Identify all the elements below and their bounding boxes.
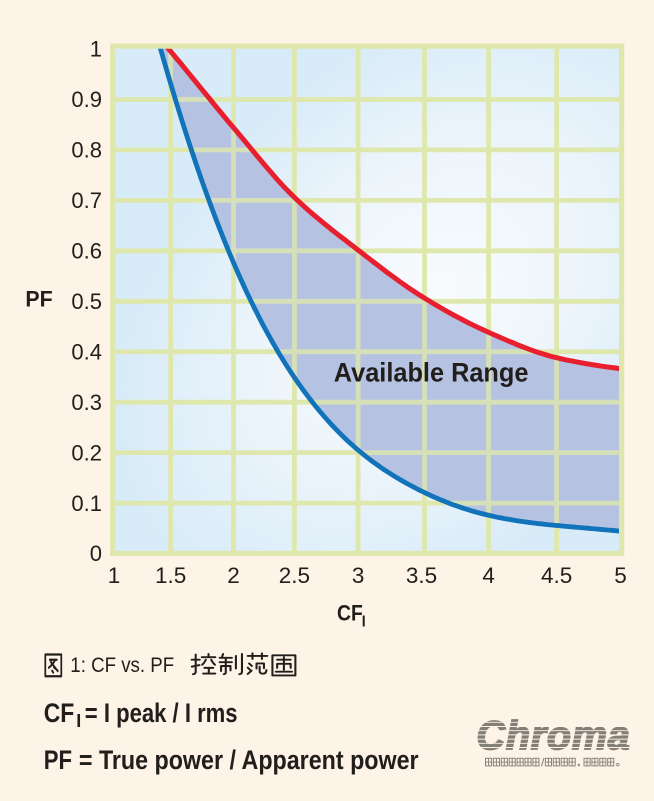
svg-text:0.8: 0.8 (71, 138, 102, 163)
svg-text:0.7: 0.7 (71, 188, 102, 213)
svg-text:1.5: 1.5 (155, 563, 186, 588)
svg-text:1: 1 (108, 563, 121, 588)
svg-text:= True power / Apparent power: = True power / Apparent power (79, 745, 419, 775)
svg-text:1: 1 (90, 37, 102, 62)
svg-text:CF: CF (337, 602, 363, 626)
svg-text:= I peak / I rms: = I peak / I rms (85, 699, 238, 729)
svg-text:0.1: 0.1 (71, 491, 102, 516)
svg-text:0.4: 0.4 (71, 339, 102, 364)
svg-text:0.9: 0.9 (71, 87, 102, 112)
svg-text:I: I (76, 711, 81, 731)
svg-text:3: 3 (352, 563, 365, 588)
svg-text:3.5: 3.5 (406, 563, 437, 588)
svg-text:0: 0 (90, 541, 102, 566)
svg-text:0.6: 0.6 (71, 239, 102, 264)
svg-text:CF: CF (44, 698, 75, 728)
svg-text:4: 4 (482, 563, 495, 588)
svg-text:5: 5 (614, 563, 627, 588)
svg-text:Chroma: Chroma (477, 714, 631, 758)
svg-text:Available Range: Available Range (334, 359, 529, 388)
svg-text:1: CF vs. PF: 1: CF vs. PF (70, 654, 174, 677)
svg-text:4.5: 4.5 (541, 563, 572, 588)
svg-text:0.3: 0.3 (71, 390, 102, 415)
svg-text:PF: PF (44, 746, 72, 776)
svg-text:I: I (362, 613, 366, 631)
svg-text:2: 2 (227, 563, 240, 588)
svg-text:0.2: 0.2 (71, 440, 102, 465)
svg-text:PF: PF (25, 286, 52, 311)
svg-text:2.5: 2.5 (279, 563, 310, 588)
svg-text:0.5: 0.5 (71, 289, 102, 314)
